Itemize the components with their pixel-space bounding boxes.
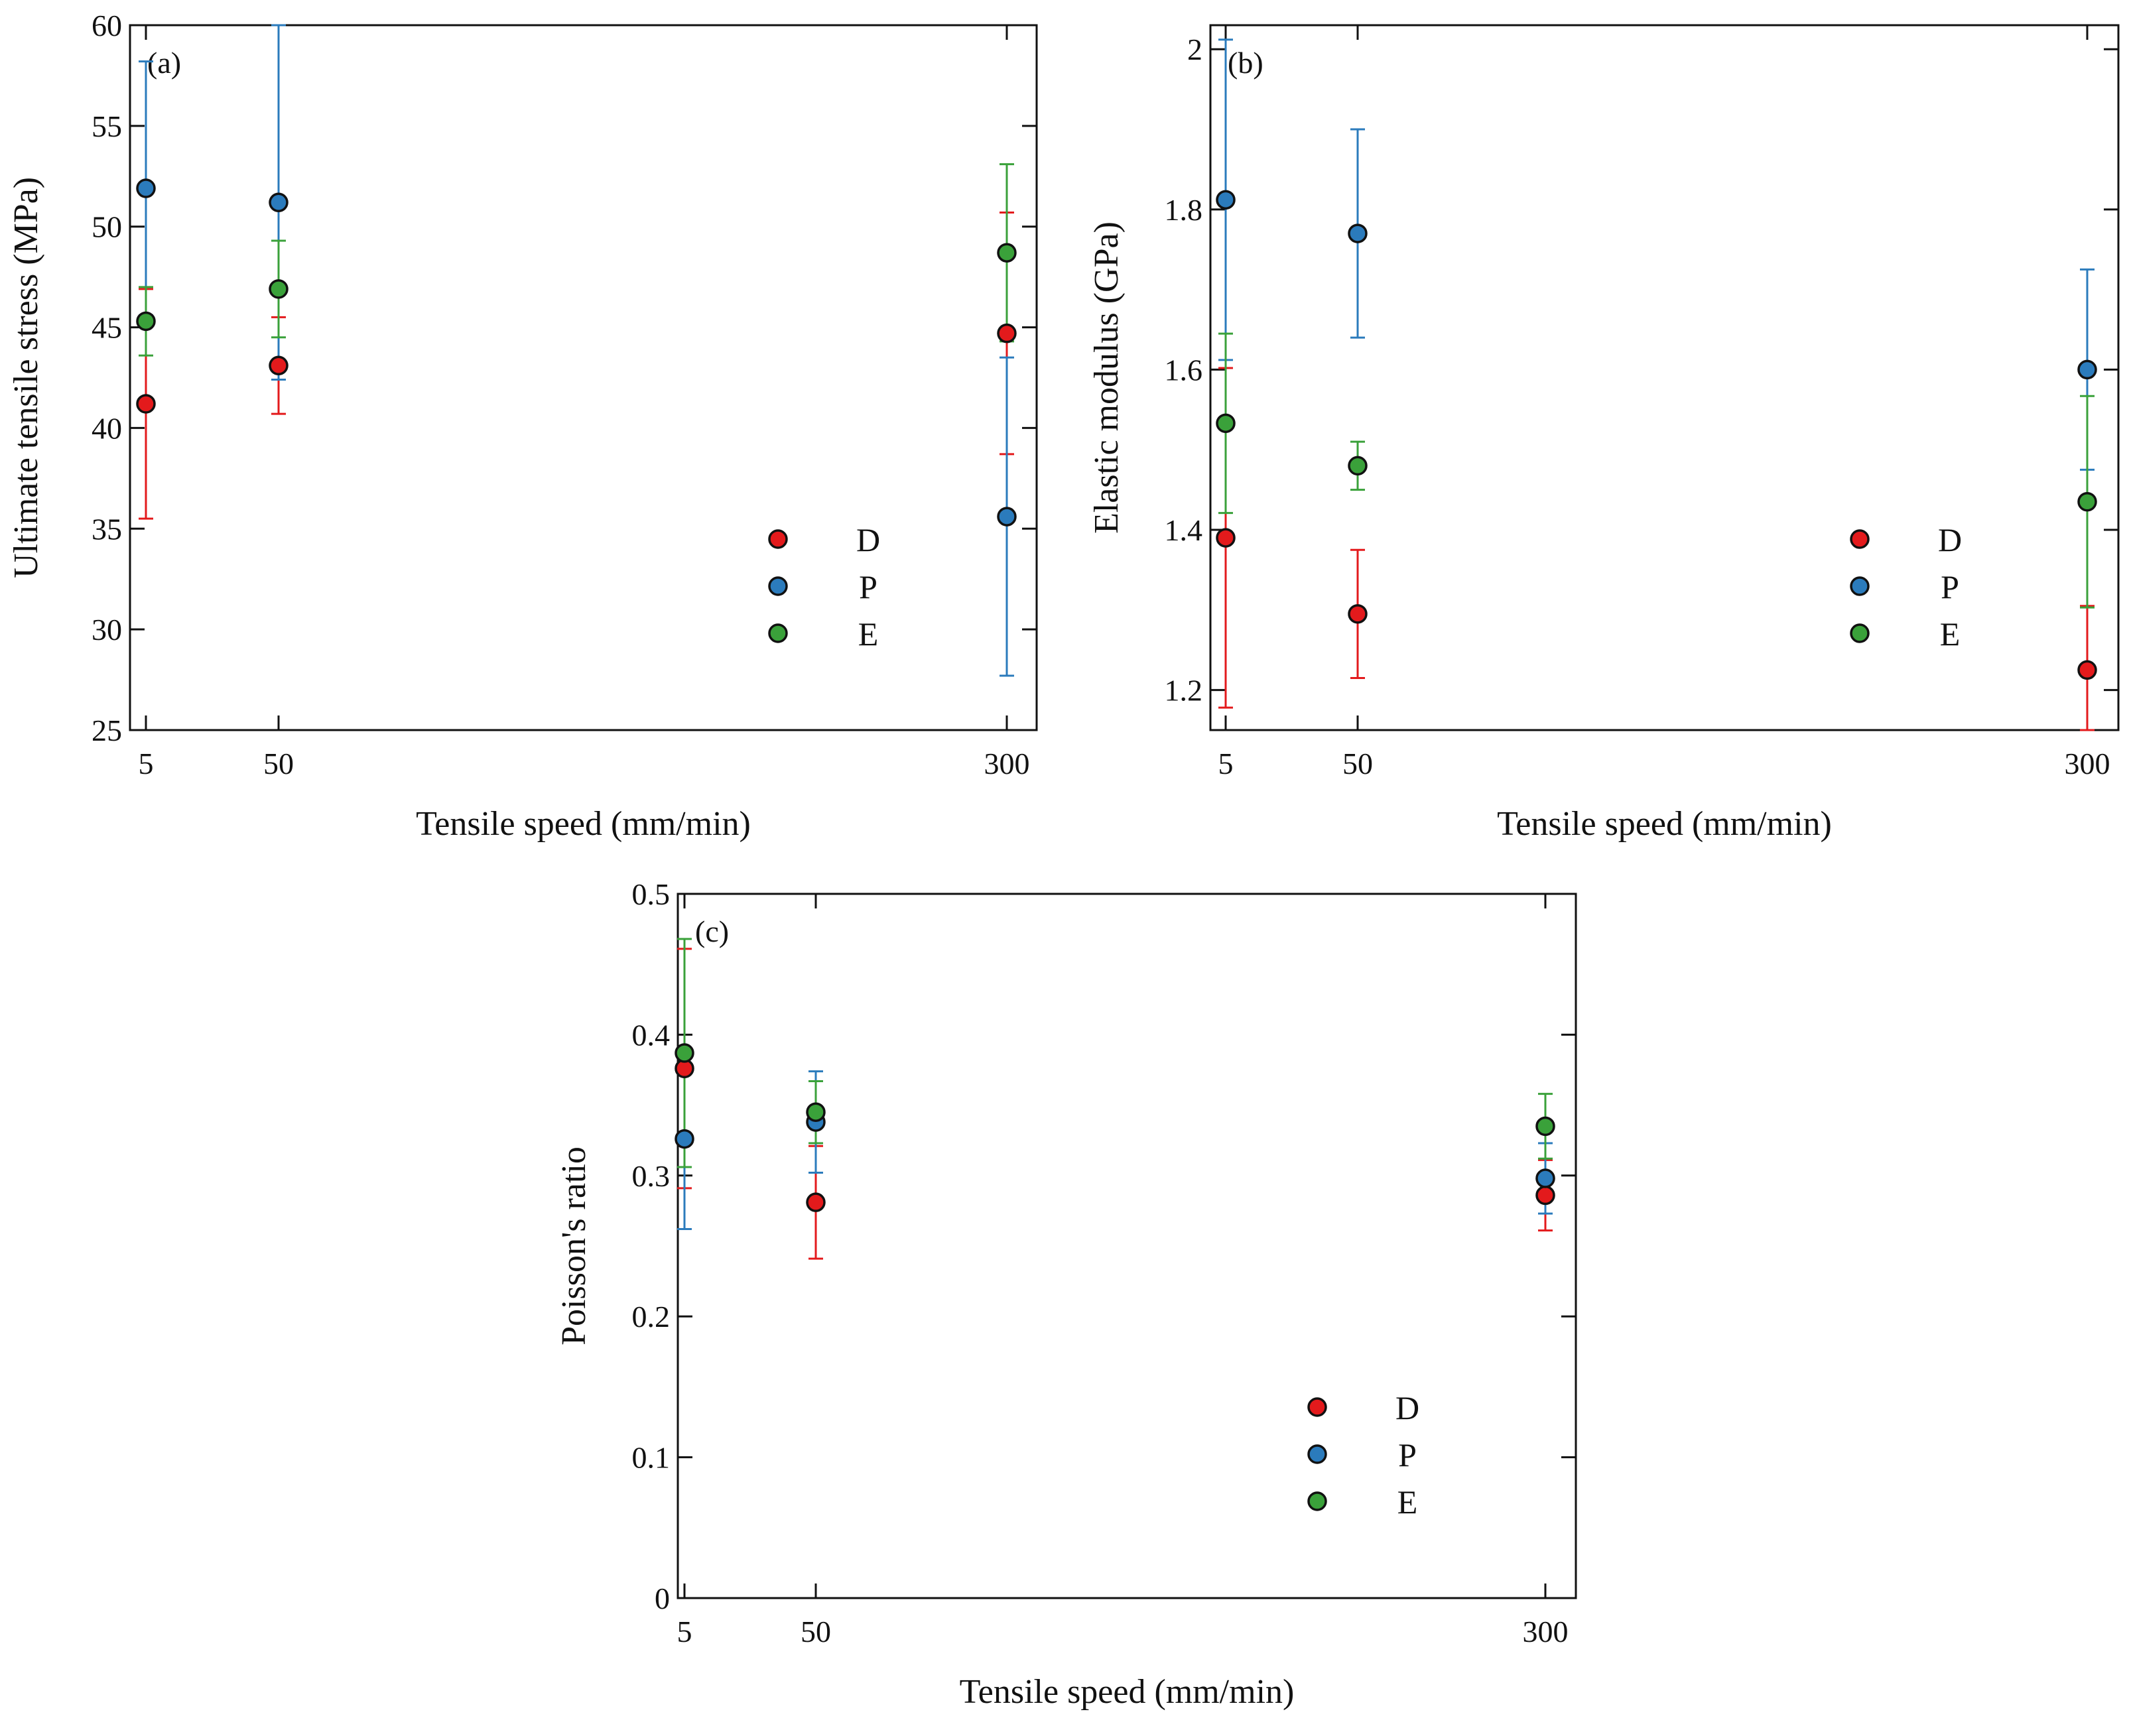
y-tick-label: 0.1 [632,1441,671,1475]
x-axis-title: Tensile speed (mm/min) [960,1673,1295,1711]
legend-marker-P [768,576,788,596]
y-tick-label: 25 [92,713,122,747]
data-point-D [1535,1185,1555,1206]
legend-label-E: E [1940,615,1961,652]
legend-marker-E [1307,1491,1327,1511]
data-point-D [136,394,156,414]
data-point-E [136,311,156,332]
y-tick-label: 1.2 [1165,674,1203,708]
chart-panel-c: 0 0.1 0.2 0.3 0.4 0.5 5 50 300 Tensile speed (mm/… [555,877,1577,1711]
legend-label-P: P [1941,568,1959,605]
legend-label-P: P [1398,1436,1417,1473]
data-point-P [997,507,1017,527]
data-point-P [1535,1168,1555,1188]
legend-marker-D [1307,1397,1327,1417]
y-tick-label: 0.3 [632,1159,671,1193]
y-tick-label: 60 [92,9,122,42]
data-point-D [269,355,289,376]
data-point-E [1216,413,1236,434]
y-tick-label: 0 [655,1581,670,1615]
legend-label-D: D [1938,521,1962,558]
plot-frame [1209,24,2120,731]
data-point-E [675,1043,694,1063]
x-tick-label: 300 [2065,747,2110,780]
x-tick-label: 50 [1342,747,1373,780]
plot-frame [677,893,1577,1599]
data-point-P [2077,359,2097,380]
legend-label-P: P [859,568,877,605]
x-tick-label: 300 [984,747,1030,780]
plot-frame [129,24,1038,731]
legend-marker-D [1850,529,1870,549]
data-point-D [1348,604,1368,624]
data-point-P [1348,223,1368,243]
y-tick-label: 1.8 [1165,193,1203,227]
legend-marker-D [768,529,788,549]
data-point-D [1216,528,1236,548]
legend-label-D: D [1395,1389,1419,1426]
y-tick-label: 2 [1187,32,1202,66]
data-point-P [1216,190,1236,210]
x-tick-label: 5 [1218,747,1234,780]
y-tick-label: 40 [92,411,122,445]
x-axis-title: Tensile speed (mm/min) [1497,805,1832,843]
x-tick-label: 50 [801,1615,831,1648]
y-tick-label: 45 [92,311,122,345]
data-point-P [675,1129,694,1149]
data-point-E [1348,456,1368,476]
chart-panel-a: 25 30 35 40 45 50 55 60 5 50 300 Tensile speed (mm/… [7,9,1038,843]
panel-label: (a) [147,46,181,80]
data-point-E [806,1102,826,1122]
data-point-E [1535,1116,1555,1137]
x-tick-label: 50 [263,747,294,780]
y-tick-label: 50 [92,210,122,244]
panel-label: (b) [1228,46,1263,80]
y-axis-title: Poisson's ratio [555,1147,593,1345]
panel-label: (c) [695,914,729,948]
x-tick-label: 300 [1523,1615,1569,1648]
data-point-E [997,243,1017,263]
data-point-D [2077,660,2097,680]
data-point-P [136,178,156,198]
y-tick-label: 1.6 [1165,353,1203,387]
legend-marker-E [768,623,788,643]
legend-marker-P [1850,576,1870,596]
y-tick-label: 55 [92,109,122,143]
x-tick-label: 5 [677,1615,692,1648]
legend-marker-P [1307,1444,1327,1464]
x-axis-title: Tensile speed (mm/min) [416,805,751,843]
legend-label-E: E [858,615,879,652]
y-tick-label: 30 [92,613,122,647]
chart-panel-b: 1.2 1.4 1.6 1.8 2 5 50 300 Tensile speed (mm/min… [1088,24,2120,843]
data-point-E [269,279,289,299]
data-point-D [806,1192,826,1212]
y-tick-label: 0.2 [632,1300,671,1333]
y-tick-label: 0.5 [632,877,671,911]
y-tick-label: 1.4 [1165,513,1203,547]
y-axis-title: Elastic modulus (GPa) [1088,221,1126,534]
x-tick-label: 5 [139,747,154,780]
data-point-E [2077,491,2097,512]
y-axis-title: Ultimate tensile stress (MPa) [7,177,45,578]
legend-label-D: D [856,521,880,558]
legend-marker-E [1850,623,1870,643]
y-tick-label: 0.4 [632,1018,671,1052]
data-point-P [269,192,289,213]
data-point-D [997,323,1017,343]
y-tick-label: 35 [92,512,122,546]
legend-label-E: E [1397,1483,1418,1520]
